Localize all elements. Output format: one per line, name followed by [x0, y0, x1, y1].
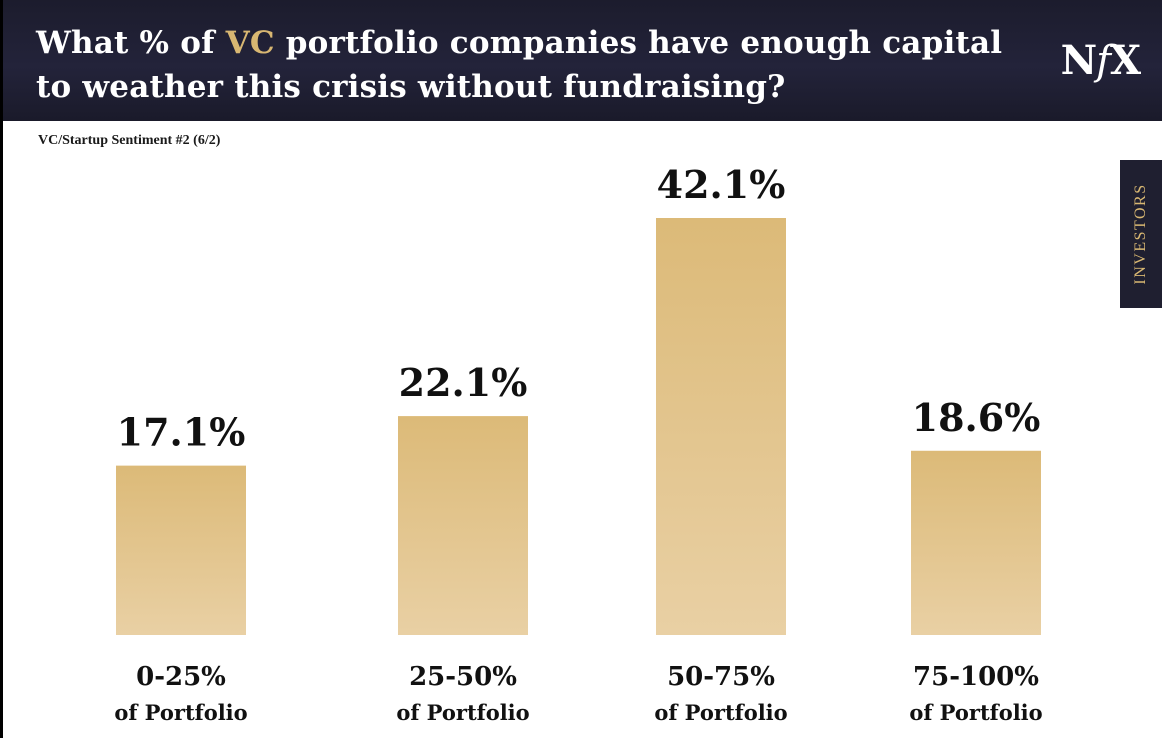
value-label: 17.1%	[117, 410, 246, 455]
title-part-1: What % of	[36, 25, 226, 61]
chart-title: What % of VC portfolio companies have en…	[36, 21, 1026, 109]
logo-letter-n: N	[1060, 37, 1098, 84]
chart-subtitle: VC/Startup Sentiment #2 (6/2)	[38, 133, 221, 148]
bar-0-25%	[116, 465, 246, 635]
value-label: 42.1%	[657, 162, 786, 207]
bar-75-100%	[911, 450, 1041, 635]
investors-tab: INVESTORS	[1120, 160, 1162, 308]
title-part-2: portfolio companies have enough capital …	[36, 25, 1003, 105]
logo-letter-f: f	[1096, 38, 1111, 84]
value-label: 22.1%	[399, 360, 528, 405]
category-sublabel: of Portfolio	[396, 700, 529, 725]
logo-letter-x: X	[1109, 37, 1141, 84]
bar-chart: 17.1% 0-25% of Portfolio 22.1% 25-50% of Port…	[114, 162, 1042, 725]
nfx-logo: NfX	[1060, 36, 1141, 86]
header-banner: What % of VC portfolio companies have en…	[3, 0, 1162, 121]
bar-25-50%	[398, 416, 528, 635]
category-label: 50-75%	[667, 662, 775, 692]
bar-50-75%	[656, 218, 786, 635]
category-label: 75-100%	[913, 662, 1039, 692]
value-label: 18.6%	[912, 395, 1041, 440]
category-label: 0-25%	[136, 662, 226, 692]
bars-group: 17.1% 0-25% of Portfolio 22.1% 25-50% of Port…	[114, 162, 1042, 725]
category-sublabel: of Portfolio	[654, 700, 787, 725]
category-sublabel: of Portfolio	[909, 700, 1042, 725]
title-accent: VC	[225, 25, 275, 61]
chart-frame: What % of VC portfolio companies have en…	[3, 0, 1162, 738]
category-sublabel: of Portfolio	[114, 700, 247, 725]
category-label: 25-50%	[409, 662, 517, 692]
